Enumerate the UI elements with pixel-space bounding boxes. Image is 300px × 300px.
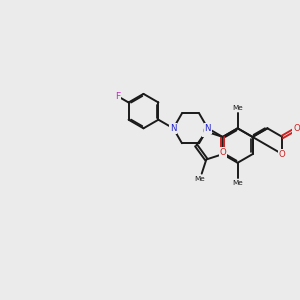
Text: Me: Me — [232, 105, 243, 111]
Text: O: O — [219, 148, 226, 157]
Text: Me: Me — [232, 180, 243, 186]
Text: Me: Me — [195, 176, 206, 182]
Text: O: O — [203, 127, 210, 136]
Text: F: F — [115, 92, 120, 101]
Text: O: O — [293, 124, 300, 133]
Text: O: O — [279, 150, 286, 159]
Text: N: N — [170, 124, 177, 133]
Text: N: N — [205, 124, 211, 133]
